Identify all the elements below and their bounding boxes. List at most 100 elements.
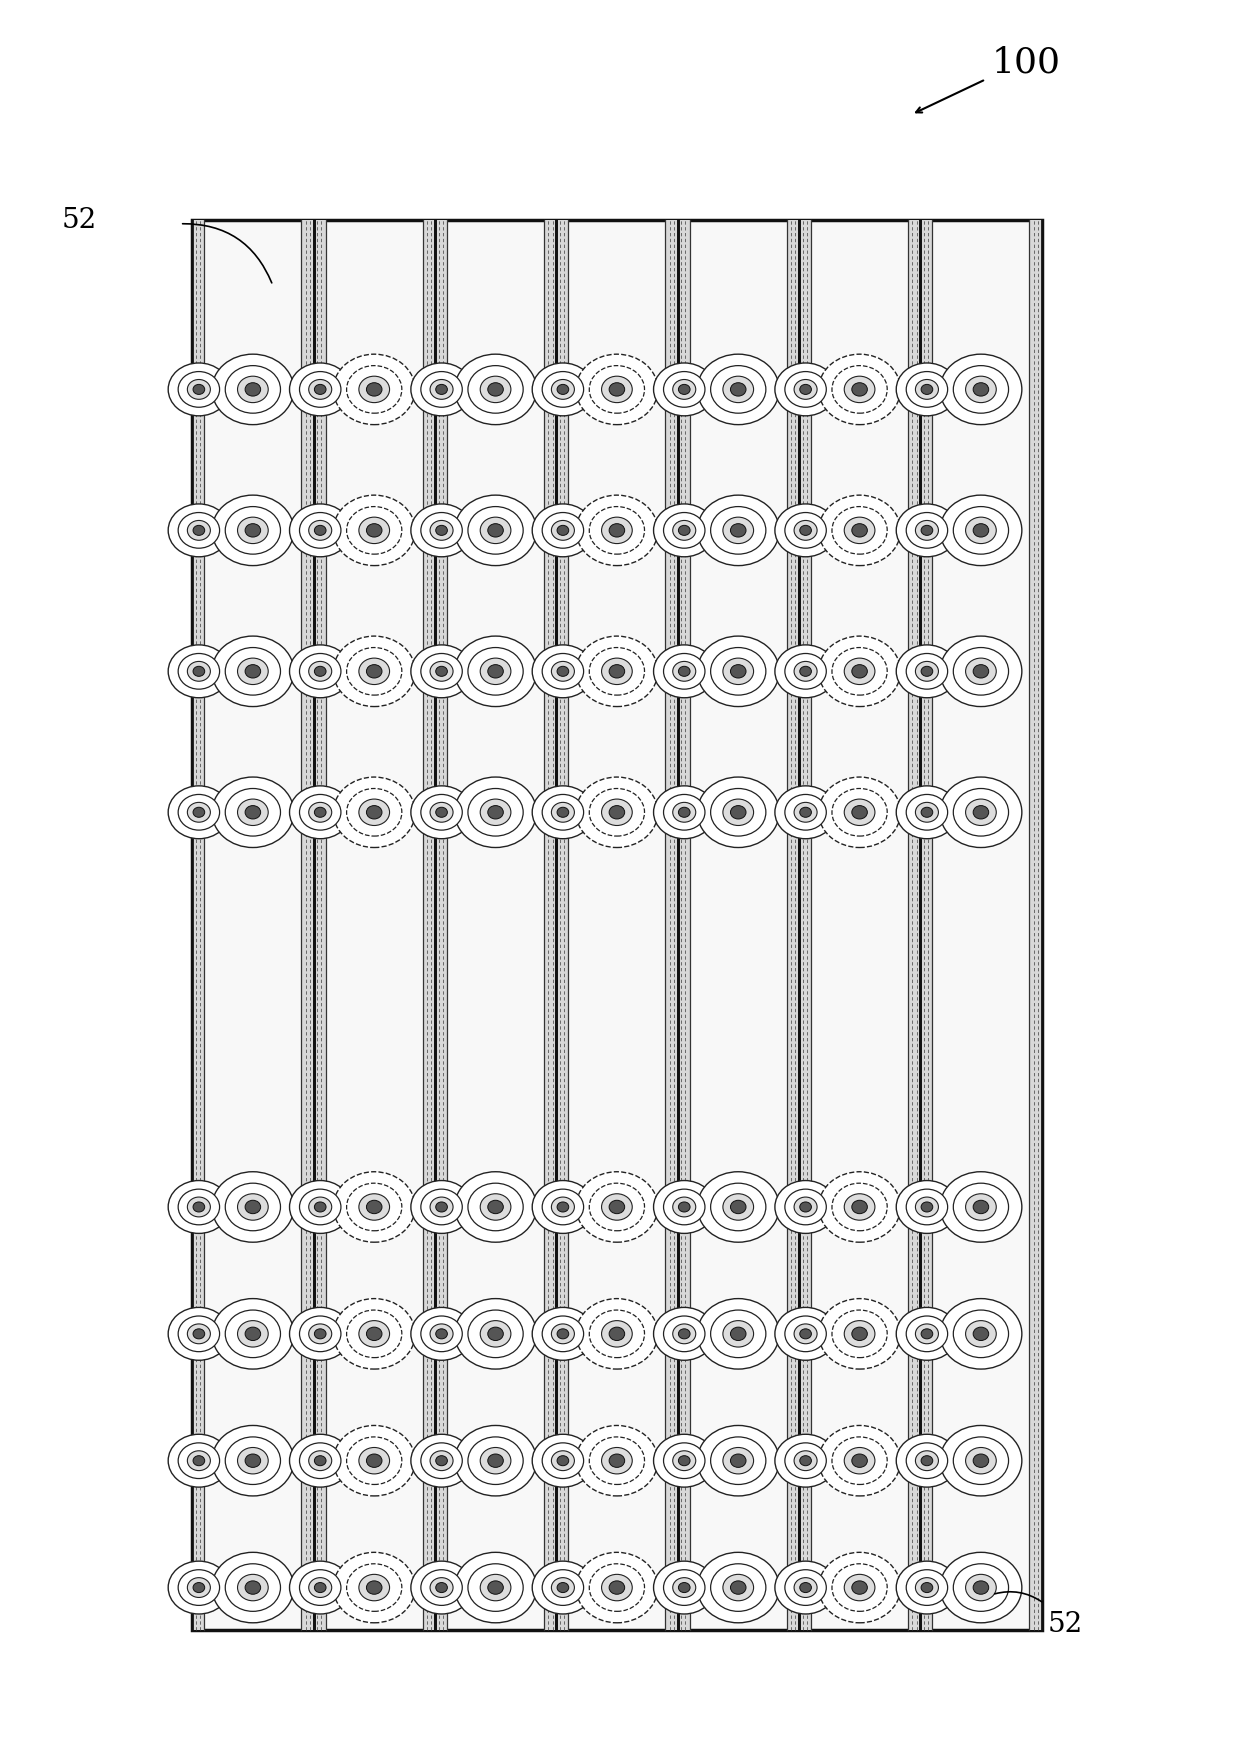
Ellipse shape [966,1322,996,1346]
Ellipse shape [289,1434,351,1487]
Ellipse shape [179,1443,219,1478]
Ellipse shape [315,1202,326,1212]
Ellipse shape [577,1299,658,1369]
Ellipse shape [577,777,658,848]
Ellipse shape [347,365,402,414]
Ellipse shape [410,1434,472,1487]
Ellipse shape [844,518,875,543]
Ellipse shape [187,1323,211,1344]
Ellipse shape [309,1196,332,1218]
Ellipse shape [430,1450,453,1471]
Ellipse shape [697,636,779,707]
Ellipse shape [480,518,511,543]
Ellipse shape [966,1448,996,1473]
Ellipse shape [334,1552,415,1623]
Ellipse shape [480,800,511,826]
Ellipse shape [212,495,294,566]
Ellipse shape [678,525,691,536]
Ellipse shape [673,1323,696,1344]
Ellipse shape [246,1581,260,1595]
Ellipse shape [723,800,754,826]
Bar [192,220,1042,1630]
Ellipse shape [832,1565,887,1612]
Ellipse shape [589,365,645,414]
Ellipse shape [954,1184,1008,1232]
Ellipse shape [577,495,658,566]
Text: 52: 52 [1048,1610,1083,1639]
Ellipse shape [906,1316,947,1351]
Ellipse shape [915,802,939,823]
Ellipse shape [897,645,957,698]
Ellipse shape [775,1434,836,1487]
Ellipse shape [552,661,574,682]
Ellipse shape [973,523,988,537]
Ellipse shape [723,375,754,403]
Ellipse shape [420,1189,463,1225]
Ellipse shape [785,1189,826,1225]
Ellipse shape [193,1329,205,1339]
Ellipse shape [589,1184,645,1232]
Ellipse shape [487,523,503,537]
Ellipse shape [673,802,696,823]
Ellipse shape [954,648,1008,696]
Ellipse shape [193,384,205,395]
Ellipse shape [212,1172,294,1242]
Ellipse shape [785,1570,826,1605]
Ellipse shape [179,1189,219,1225]
Ellipse shape [678,807,691,818]
Ellipse shape [557,1582,569,1593]
Ellipse shape [973,1454,988,1468]
Ellipse shape [663,1189,706,1225]
Ellipse shape [238,375,268,403]
Ellipse shape [193,666,205,677]
Ellipse shape [954,1438,1008,1484]
Ellipse shape [309,1450,332,1471]
Ellipse shape [187,379,211,400]
Ellipse shape [187,802,211,823]
Ellipse shape [334,1299,415,1369]
Ellipse shape [367,1454,382,1468]
Ellipse shape [711,1311,766,1357]
Ellipse shape [552,379,574,400]
Ellipse shape [187,661,211,682]
Ellipse shape [187,1450,211,1471]
Ellipse shape [435,666,448,677]
Ellipse shape [954,506,1008,553]
Ellipse shape [966,800,996,826]
Ellipse shape [653,645,715,698]
Ellipse shape [940,354,1022,425]
Ellipse shape [973,1581,988,1595]
Ellipse shape [315,666,326,677]
Ellipse shape [532,1434,594,1487]
Ellipse shape [589,648,645,696]
Ellipse shape [334,354,415,425]
Ellipse shape [794,1196,817,1218]
Ellipse shape [663,372,706,407]
Ellipse shape [609,1454,625,1468]
Ellipse shape [915,1450,939,1471]
Ellipse shape [852,1454,867,1468]
Ellipse shape [852,1327,867,1341]
Ellipse shape [289,1307,351,1360]
Ellipse shape [557,1329,569,1339]
Ellipse shape [818,1552,900,1623]
Ellipse shape [678,1202,691,1212]
Ellipse shape [347,1184,402,1232]
Ellipse shape [347,1565,402,1612]
Ellipse shape [542,654,584,689]
Ellipse shape [711,648,766,696]
Ellipse shape [289,645,351,698]
Ellipse shape [844,800,875,826]
Ellipse shape [410,1307,472,1360]
Bar [1029,220,1042,1630]
Bar [435,220,448,1630]
Ellipse shape [589,506,645,553]
Ellipse shape [678,1455,691,1466]
Ellipse shape [420,513,463,548]
Ellipse shape [430,802,453,823]
Bar [908,220,920,1630]
Ellipse shape [315,1582,326,1593]
Ellipse shape [663,654,706,689]
Bar [557,220,568,1630]
Ellipse shape [897,1561,957,1614]
